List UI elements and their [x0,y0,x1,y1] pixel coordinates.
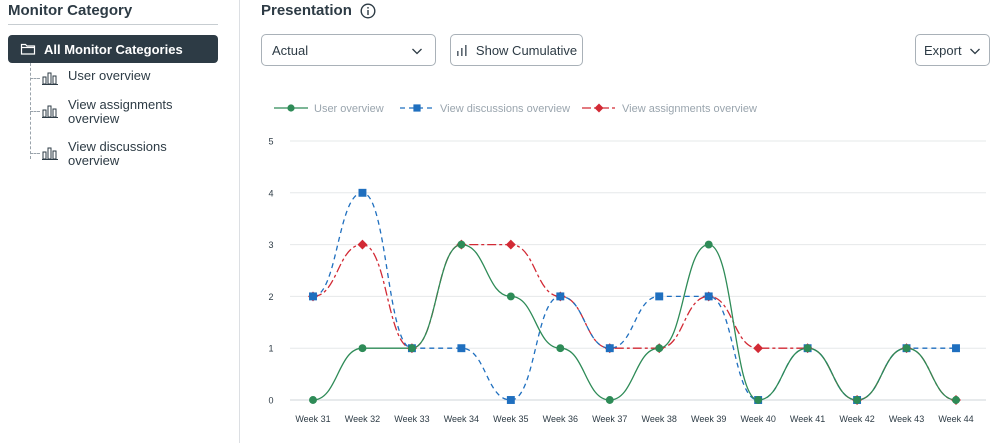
series-line [312,243,957,401]
y-tick-label: 3 [268,240,273,250]
folder-icon [20,43,36,55]
presentation-heading: Presentation [261,2,376,19]
bar-chart-icon [42,105,58,118]
legend-label: User overview [314,103,384,115]
bar-chart-icon [42,72,58,85]
data-point [506,292,515,301]
tree-dash [30,111,40,112]
data-point [655,292,664,301]
data-point [853,396,862,404]
chevron-down-icon [412,48,422,55]
data-point [952,396,960,404]
all-categories-item[interactable]: All Monitor Categories [8,35,218,63]
line-chart: 0 1 2 3 4 5 Week 31 Week 32 Week 33 Week 34 Week 3… [268,103,986,424]
category-item-view-discussions[interactable]: View discussions overview [30,140,198,168]
category-item-view-assignments[interactable]: View assignments overview [30,98,198,126]
x-tick-label: Week 39 [691,414,726,424]
data-point [407,344,416,353]
x-tick-label: Week 33 [394,414,429,424]
y-tick-label: 0 [268,396,273,406]
chevron-down-icon [970,48,980,55]
data-point [556,344,565,353]
data-point [506,396,515,404]
presentation-select[interactable]: Actual [261,34,436,66]
bar-chart-icon [456,45,467,56]
series-line [312,243,957,401]
tree-dash [30,153,40,154]
data-point [309,396,317,404]
data-point [754,396,763,404]
data-point [594,103,604,113]
legend-label: View discussions overview [440,103,570,115]
presentation-title: Presentation [261,2,352,19]
data-point [952,344,960,353]
data-point [505,239,516,250]
category-panel-title: Monitor Category [8,2,133,19]
data-point [902,344,911,353]
info-icon[interactable] [360,2,376,19]
x-tick-label: Week 36 [543,414,578,424]
all-categories-label: All Monitor Categories [44,41,183,57]
category-item-user-overview[interactable]: User overview [30,69,198,85]
y-tick-label: 1 [268,344,273,354]
data-point [457,344,466,353]
category-panel: Monitor Category All Monitor Categories … [0,0,240,443]
x-tick-label: Week 32 [345,414,380,424]
bar-chart-icon [42,147,58,160]
series-line [312,192,956,401]
x-tick-label: Week 37 [592,414,627,424]
data-point [556,292,565,301]
divider [8,24,218,25]
x-tick-label: Week 44 [938,414,973,424]
data-point [457,240,466,249]
tree-dash [30,78,40,79]
show-cumulative-button[interactable]: Show Cumulative [450,34,583,66]
legend-label: View assignments overview [622,103,757,115]
data-point [655,344,664,353]
x-tick-label: Week 31 [295,414,330,424]
category-item-label: User overview [68,68,151,83]
category-item-label: View assignments overview [68,97,173,126]
x-tick-label: Week 41 [790,414,825,424]
export-button[interactable]: Export [915,34,990,66]
category-item-label: View discussions overview [68,139,167,168]
y-tick-label: 2 [268,292,273,302]
x-tick-label: Week 35 [493,414,528,424]
data-point [358,344,367,353]
show-cumulative-label: Show Cumulative [475,42,578,58]
data-point [357,239,368,250]
data-point [704,292,713,301]
data-point [605,344,614,353]
x-tick-label: Week 42 [839,414,874,424]
x-tick-label: Week 38 [642,414,677,424]
y-tick-label: 5 [268,137,273,147]
data-point [287,104,295,112]
x-tick-label: Week 34 [444,414,479,424]
x-tick-label: Week 43 [889,414,924,424]
data-point [358,188,367,197]
data-point [704,240,713,249]
data-point [413,104,421,112]
data-point [309,292,317,301]
data-point [803,344,812,353]
export-label: Export [924,42,962,58]
y-tick-label: 4 [268,188,273,198]
data-point [605,396,614,404]
x-tick-label: Week 40 [740,414,775,424]
data-point [753,343,764,354]
presentation-select-value: Actual [272,42,309,58]
